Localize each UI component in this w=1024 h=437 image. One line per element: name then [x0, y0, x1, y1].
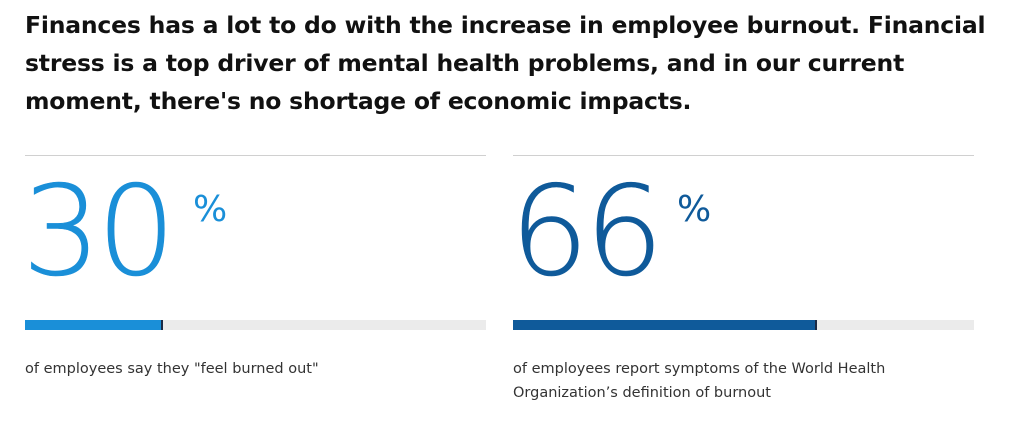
stat-value: 30: [22, 160, 176, 304]
stat-progress-bar: [25, 320, 486, 330]
stat-caption: of employees say they "feel burned out": [25, 361, 319, 377]
stat-progress-fill: [25, 320, 164, 330]
stat-card-burned-out: 30 % of employees say they "feel burned …: [22, 155, 486, 381]
stat-percent-sign: %: [677, 189, 712, 230]
stat-divider: [25, 155, 486, 156]
stat-figure: 30 %: [22, 156, 486, 316]
headline: Finances has a lot to do with the increa…: [25, 11, 986, 115]
stat-progress-fill: [513, 320, 818, 330]
stat-figure: 66 %: [510, 156, 974, 316]
stat-card-who-burnout: 66 % of employees report symptoms of the…: [510, 155, 974, 405]
stat-divider: [513, 155, 974, 156]
stat-caption: of employees report symptoms of the Worl…: [513, 361, 886, 401]
stat-value: 66: [510, 160, 664, 304]
stat-percent-sign: %: [193, 189, 228, 230]
stat-progress-bar: [513, 320, 974, 330]
